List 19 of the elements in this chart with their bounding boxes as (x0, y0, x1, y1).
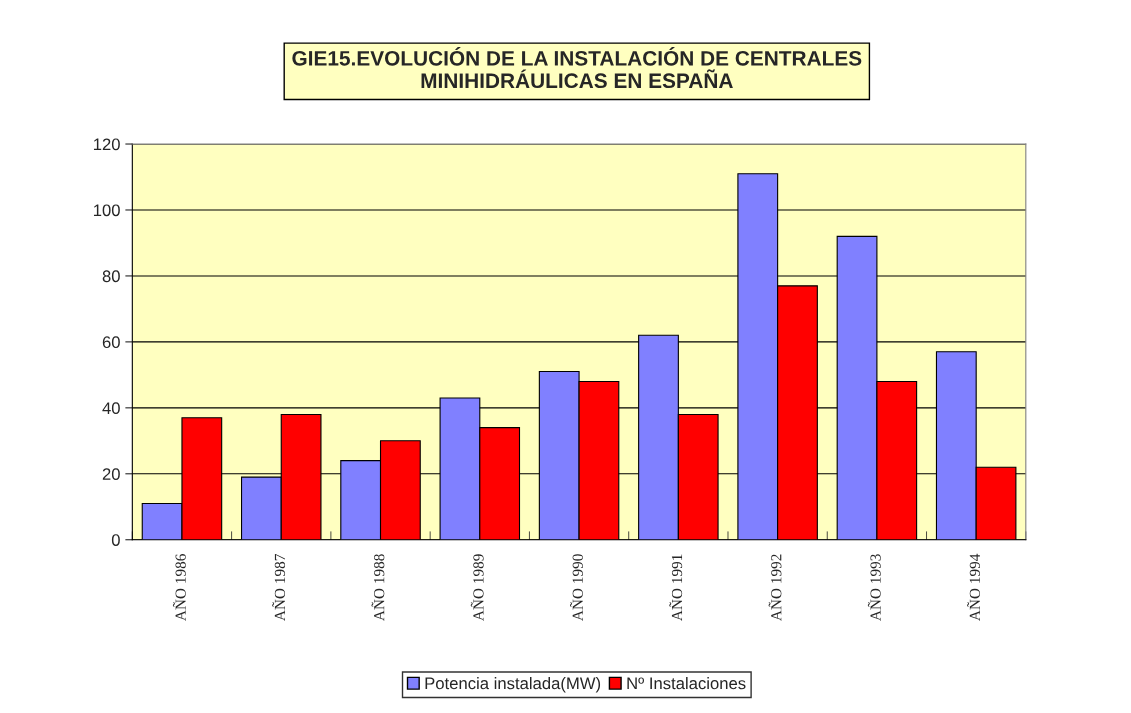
y-tick-label: 80 (102, 270, 120, 283)
y-tick-label: 20 (102, 468, 120, 480)
x-tick-label: AÑO 1988 (371, 554, 385, 621)
x-tick-label: AÑO 1993 (867, 554, 881, 621)
chart-title: GIE15.EVOLUCIÓN DE LA INSTALACIÓN DE CENTRALES MINIHIDRÁULICAS EN ESPAÑA (292, 47, 862, 89)
x-tick-label: AÑO 1989 (470, 554, 484, 621)
x-tick-label: AÑO 1986 (172, 554, 186, 621)
x-tick-label: AÑO 1991 (669, 554, 683, 621)
x-tick-label: AÑO 1987 (272, 554, 286, 621)
y-tick-label: 40 (102, 402, 120, 415)
legend-label: Potencia instalada(MW) (425, 677, 601, 693)
y-tick-label: 0 (111, 534, 120, 546)
x-tick-label: AÑO 1994 (967, 553, 980, 621)
y-tick-label: 60 (102, 336, 120, 349)
y-tick-label: 120 (93, 138, 120, 151)
x-tick-label: AÑO 1992 (768, 554, 782, 621)
x-tick-label: AÑO 1990 (570, 554, 583, 621)
legend-label: Nº Instalaciones (627, 677, 746, 690)
y-tick-label: 100 (93, 204, 120, 217)
